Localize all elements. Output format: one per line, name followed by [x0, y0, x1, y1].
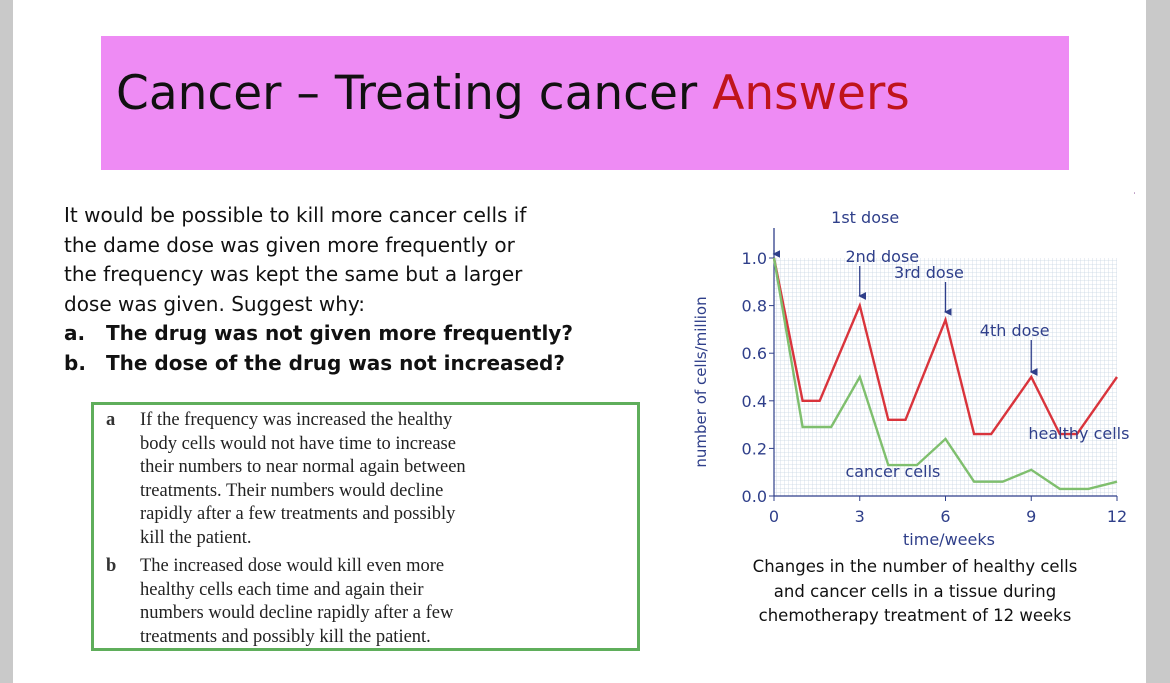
answer-item-a: a If the frequency was increased the hea…: [106, 409, 626, 551]
answer-line: If the frequency was increased the healt…: [140, 410, 453, 430]
caption-line: and cancer cells in a tissue during: [773, 581, 1057, 601]
y-tick-label: 0.8: [742, 297, 767, 316]
answer-line: kill the patient.: [140, 527, 252, 548]
answer-item-b: b The increased dose would kill even mor…: [106, 555, 626, 649]
answer-letter: a: [106, 410, 116, 430]
question-item-letter: b.: [64, 350, 86, 375]
title-bar: Cancer – Treating cancer Answers: [101, 36, 1069, 170]
question-item-text: The drug was not given more frequently?: [106, 321, 573, 345]
title-accent: Answers: [712, 66, 910, 121]
dose-label: 4th dose: [980, 321, 1050, 340]
cell-count-chart: 0.0 0.2 0.4 0.6 0.8 1.0 0 3 6 9 12 healthy cells ca…: [692, 192, 1135, 549]
page-title: Cancer – Treating cancer Answers: [116, 66, 910, 121]
chart-caption: Changes in the number of healthy cells a…: [705, 555, 1125, 629]
question-line: dose was given. Suggest why:: [64, 291, 366, 316]
x-tick-label: 3: [855, 507, 865, 526]
question-line: It would be possible to kill more cancer…: [64, 203, 527, 227]
series-label: cancer cells: [845, 462, 940, 481]
answer-letter: b: [106, 556, 117, 576]
caption-line: Changes in the number of healthy cells: [752, 557, 1078, 576]
answer-box: a If the frequency was increased the hea…: [91, 402, 640, 651]
answer-line: their numbers to near normal again betwe…: [140, 457, 466, 478]
y-tick-label: 1.0: [742, 249, 767, 268]
answer-line: healthy cells each time and again their: [140, 579, 424, 600]
chart-axes: 0.0 0.2 0.4 0.6 0.8 1.0 0 3 6 9 12: [742, 249, 1128, 526]
chart-series: healthy cells cancer cells: [772, 257, 1129, 491]
y-tick-label: 0.6: [742, 344, 767, 363]
x-tick-label: 0: [769, 507, 779, 526]
series-line-healthy-cells: [772, 257, 1118, 436]
question-line: the dame dose was given more frequently …: [64, 232, 515, 257]
y-tick-label: 0.0: [742, 487, 767, 506]
answer-line: treatments and possibly kill the patient…: [140, 626, 431, 647]
slide: Cancer – Treating cancer Answers It woul…: [13, 0, 1146, 683]
dose-label: 2nd dose: [845, 247, 919, 266]
dose-label: 3rd dose: [894, 263, 964, 282]
question-item-a: a. The drug was not given more frequently…: [64, 319, 664, 349]
dose-label: 1st dose: [831, 208, 899, 227]
answer-line: rapidly after a few treatments and possi…: [140, 504, 456, 525]
title-main: Cancer – Treating cancer: [116, 66, 713, 121]
y-tick-label: 0.2: [742, 439, 767, 458]
answer-line: The increased dose would kill even more: [140, 556, 445, 576]
x-tick-label: 9: [1026, 507, 1036, 526]
series-line-cancer-cells: [772, 257, 1118, 491]
answer-line: numbers would decline rapidly after a fe…: [140, 603, 454, 624]
x-tick-label: 12: [1107, 507, 1127, 526]
question-item-letter: a.: [64, 321, 86, 345]
series-label: healthy cells: [1028, 424, 1129, 443]
x-tick-label: 6: [940, 507, 950, 526]
answer-line: treatments. Their numbers would decline: [140, 480, 444, 501]
question-block: It would be possible to kill more cancer…: [64, 201, 664, 378]
y-tick-label: 0.4: [742, 392, 767, 411]
y-axis-label: number of cells/million: [692, 296, 710, 467]
question-item-text: The dose of the drug was not increased?: [106, 350, 565, 375]
answer-line: body cells would not have time to increa…: [140, 433, 456, 454]
question-item-b: b. The dose of the drug was not increased…: [64, 349, 664, 379]
x-axis-label: time/weeks: [903, 530, 995, 549]
question-line: the frequency was kept the same but a la…: [64, 262, 523, 286]
caption-line: chemotherapy treatment of 12 weeks: [758, 606, 1072, 625]
